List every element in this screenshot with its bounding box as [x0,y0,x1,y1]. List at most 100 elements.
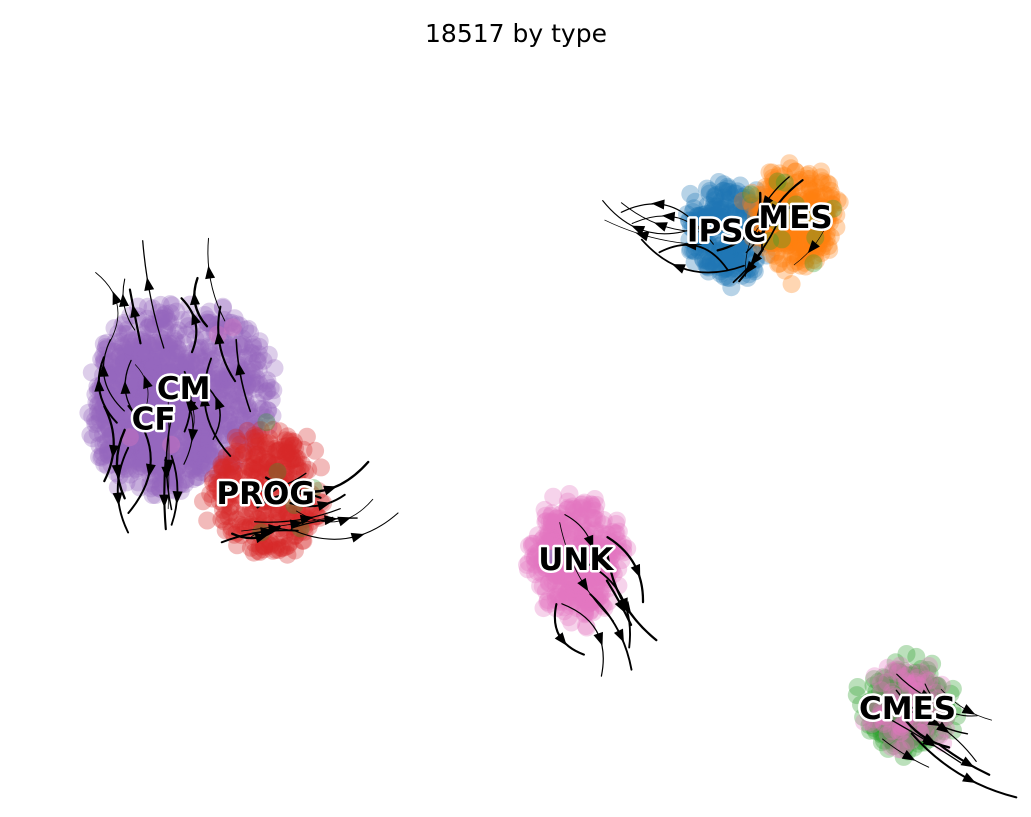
point-cm [160,334,179,353]
point-prog [251,456,270,475]
point-cm [105,342,124,361]
point-cm [153,412,172,431]
point-prog [285,527,304,545]
point-ipsc [694,205,713,224]
point-mes [787,208,806,226]
point-cm [188,468,207,487]
point-prog [225,472,244,491]
point-prog [247,478,266,497]
point-ipsc [732,187,751,206]
point-cm [142,430,161,449]
point-cm [168,411,187,429]
point-cm [215,376,234,395]
point-cm [164,367,183,386]
point-cf [203,377,222,396]
point-prog [213,460,232,479]
point-ipsc [704,239,723,258]
point-cmes-mix [878,658,897,677]
point-prog [293,531,312,550]
point-prog [214,495,233,514]
point-ipsc [716,197,735,216]
point-prog [198,511,217,530]
point-prog [277,440,296,459]
point-cm [222,398,241,416]
point-ipsc [714,229,733,248]
point-cf [111,411,130,430]
cluster-label-cf: CF [132,402,176,438]
point-cm [115,418,134,437]
point-cm [131,454,150,473]
point-cf [184,442,203,461]
point-cf [169,341,188,359]
point-prog [241,466,260,485]
point-cm [152,434,170,453]
point-mes [795,232,814,251]
point-cf [126,431,144,450]
point-cf [156,363,175,382]
point-cm [157,389,176,408]
point-cf [101,354,120,373]
point-cf [146,342,165,361]
point-cf [137,346,156,365]
point-ipsc [698,257,717,276]
point-cf [159,347,178,366]
point-prog [263,420,282,439]
point-cf [126,392,145,411]
point-cm [246,417,265,436]
point-cf [79,403,98,422]
point-cf [176,359,195,378]
streamline-arrowhead [337,516,352,527]
point-cm [199,314,218,333]
point-cf [116,419,135,437]
point-cf [188,364,207,382]
point-cm [201,342,219,361]
point-prog [252,482,270,501]
point-cm [258,371,277,390]
point-cf [173,446,192,465]
point-cf [187,451,206,470]
point-cf [175,360,194,378]
point-cf [178,378,197,397]
point-ipsc [714,175,733,194]
point-cm [169,454,188,473]
point-ipsc [714,181,733,200]
point-cf [192,423,211,442]
point-cm [115,404,134,423]
point-mes [801,191,820,210]
point-ipsc [721,248,740,267]
point-cf [130,453,149,471]
point-prog [250,493,269,512]
point-cm [204,450,223,469]
point-prog [210,492,229,511]
point-cm [207,358,226,377]
point-cm [130,337,149,356]
point-cm [225,322,244,341]
point-mes [796,242,815,261]
point-cm [155,334,174,353]
point-cm [205,460,224,479]
point-cm [127,431,146,450]
point-cf [166,344,185,363]
point-cm [200,338,219,357]
point-mes [742,194,761,212]
point-cf [132,449,151,468]
point-cf [148,432,167,451]
point-prog [212,486,231,504]
point-cm [219,326,238,345]
point-cm [213,379,232,398]
point-cm [182,415,201,434]
point-mes [805,192,824,211]
point-cm [229,396,248,415]
point-cf [90,405,109,424]
point-cf [83,429,102,448]
point-cf [183,436,202,455]
point-cf [196,429,215,448]
point-mes [782,275,801,294]
point-cm [224,384,243,403]
point-mes [792,210,811,229]
point-cm [138,345,157,364]
point-cm [148,412,167,431]
point-prog [248,458,267,477]
point-unk [542,512,561,531]
point-cm [193,444,212,463]
